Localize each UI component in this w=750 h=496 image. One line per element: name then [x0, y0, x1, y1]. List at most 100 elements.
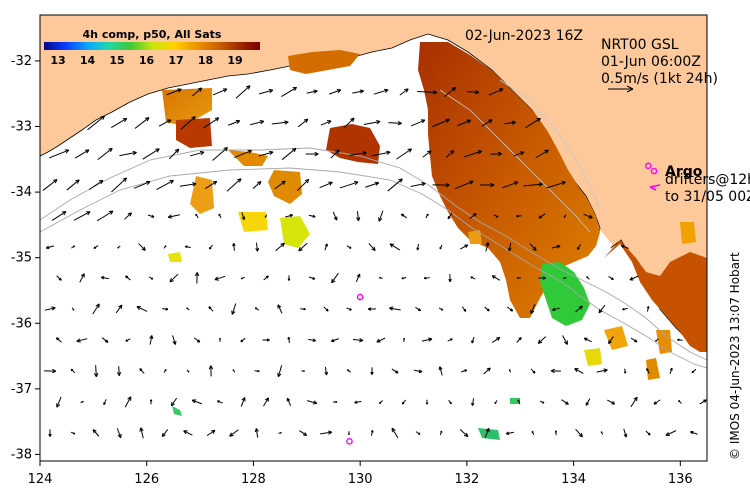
- current-vector: [119, 150, 137, 157]
- colorbar-bar: [44, 42, 260, 50]
- plot-area: [40, 15, 707, 461]
- current-vector: [691, 368, 697, 374]
- current-vector: [415, 306, 422, 312]
- current-vector: [459, 429, 469, 438]
- current-vector: [388, 121, 402, 126]
- current-vector: [346, 307, 352, 311]
- sst-patch-bight-e2: [190, 176, 214, 214]
- scale-arrow: [608, 85, 634, 93]
- current-vector: [87, 115, 105, 131]
- current-vector: [232, 243, 236, 251]
- current-vector: [563, 214, 567, 218]
- current-vector: [516, 337, 522, 343]
- current-vector: [447, 212, 453, 220]
- current-vector: [330, 149, 340, 159]
- current-vector: [308, 214, 316, 218]
- current-vector: [212, 88, 228, 96]
- current-vector: [202, 117, 220, 129]
- current-vector: [186, 307, 190, 311]
- current-vector: [423, 276, 430, 280]
- x-tick-label: 136: [668, 472, 693, 487]
- y-tick-label: -34: [11, 185, 32, 200]
- current-vector: [271, 120, 289, 125]
- current-vector: [422, 150, 432, 158]
- current-vector: [240, 337, 246, 343]
- current-vector: [600, 431, 604, 435]
- current-vector: [191, 87, 203, 97]
- current-vector: [217, 400, 223, 404]
- current-vector: [413, 369, 423, 374]
- current-vector: [103, 399, 107, 406]
- current-vector: [531, 430, 535, 435]
- current-vector: [329, 88, 342, 95]
- current-vector: [346, 369, 351, 373]
- current-vector: [117, 245, 121, 249]
- current-vector: [396, 148, 413, 160]
- current-vector: [622, 307, 628, 311]
- current-vector: [391, 427, 399, 439]
- argo-float-marker: [346, 438, 353, 445]
- current-vector: [491, 336, 501, 343]
- current-vector: [425, 399, 429, 405]
- current-vector: [343, 117, 355, 129]
- plot-frame: [39, 14, 708, 462]
- current-vector: [630, 396, 638, 408]
- sst-patch-green-8: [478, 428, 500, 440]
- sst-patch-yellow-5: [584, 348, 602, 366]
- current-vector: [646, 368, 650, 374]
- colorbar-tick-label: 19: [227, 54, 242, 67]
- current-vector: [281, 147, 297, 161]
- current-vector: [297, 118, 309, 128]
- current-vector: [562, 335, 568, 345]
- current-vector: [209, 244, 213, 250]
- current-vector: [332, 211, 338, 221]
- current-vector: [88, 179, 104, 191]
- current-vector: [252, 180, 262, 189]
- current-vector: [490, 151, 502, 157]
- current-vector: [410, 119, 426, 127]
- current-vector: [339, 181, 359, 189]
- current-vector: [330, 338, 339, 343]
- current-vector: [149, 335, 154, 345]
- current-vector: [699, 399, 707, 405]
- y-tick-label: -32: [11, 54, 32, 69]
- current-vector: [277, 365, 283, 378]
- current-vector: [620, 244, 629, 249]
- current-vector: [163, 368, 167, 373]
- argo-float-marker: [645, 162, 652, 170]
- current-vector: [677, 338, 683, 342]
- current-vector: [623, 368, 627, 374]
- current-vector: [48, 429, 52, 437]
- sst-patch-ne-strip: [288, 50, 360, 74]
- sst-patch-green-9: [172, 406, 182, 416]
- current-vector: [471, 398, 475, 406]
- x-tick-label: 130: [348, 472, 373, 487]
- current-vector: [232, 369, 236, 373]
- current-vector: [189, 150, 205, 157]
- current-vector: [425, 213, 429, 219]
- current-vector: [71, 245, 76, 249]
- y-tick-label: -37: [11, 382, 32, 397]
- current-vector: [575, 305, 583, 313]
- current-vector: [308, 276, 316, 280]
- current-vector: [365, 181, 380, 188]
- current-vector: [367, 307, 376, 311]
- current-vector: [79, 273, 85, 283]
- colorbar-title: 4h comp, p50, All Sats: [83, 28, 222, 41]
- current-vector: [493, 214, 499, 218]
- current-vector: [551, 244, 561, 249]
- current-vector: [563, 277, 567, 280]
- current-vector: [448, 274, 452, 283]
- current-vector: [307, 400, 318, 405]
- current-vector: [387, 178, 403, 192]
- current-vector: [73, 211, 91, 221]
- current-vector: [378, 276, 383, 279]
- current-vector: [208, 306, 214, 312]
- current-vector: [596, 368, 608, 373]
- current-vector: [250, 119, 265, 126]
- current-vector: [296, 178, 310, 191]
- y-axis: -32 -33 -34 -35 -36 -37 -38: [11, 54, 40, 462]
- current-vector: [258, 150, 274, 157]
- current-vector: [179, 182, 197, 187]
- current-vector: [263, 397, 269, 407]
